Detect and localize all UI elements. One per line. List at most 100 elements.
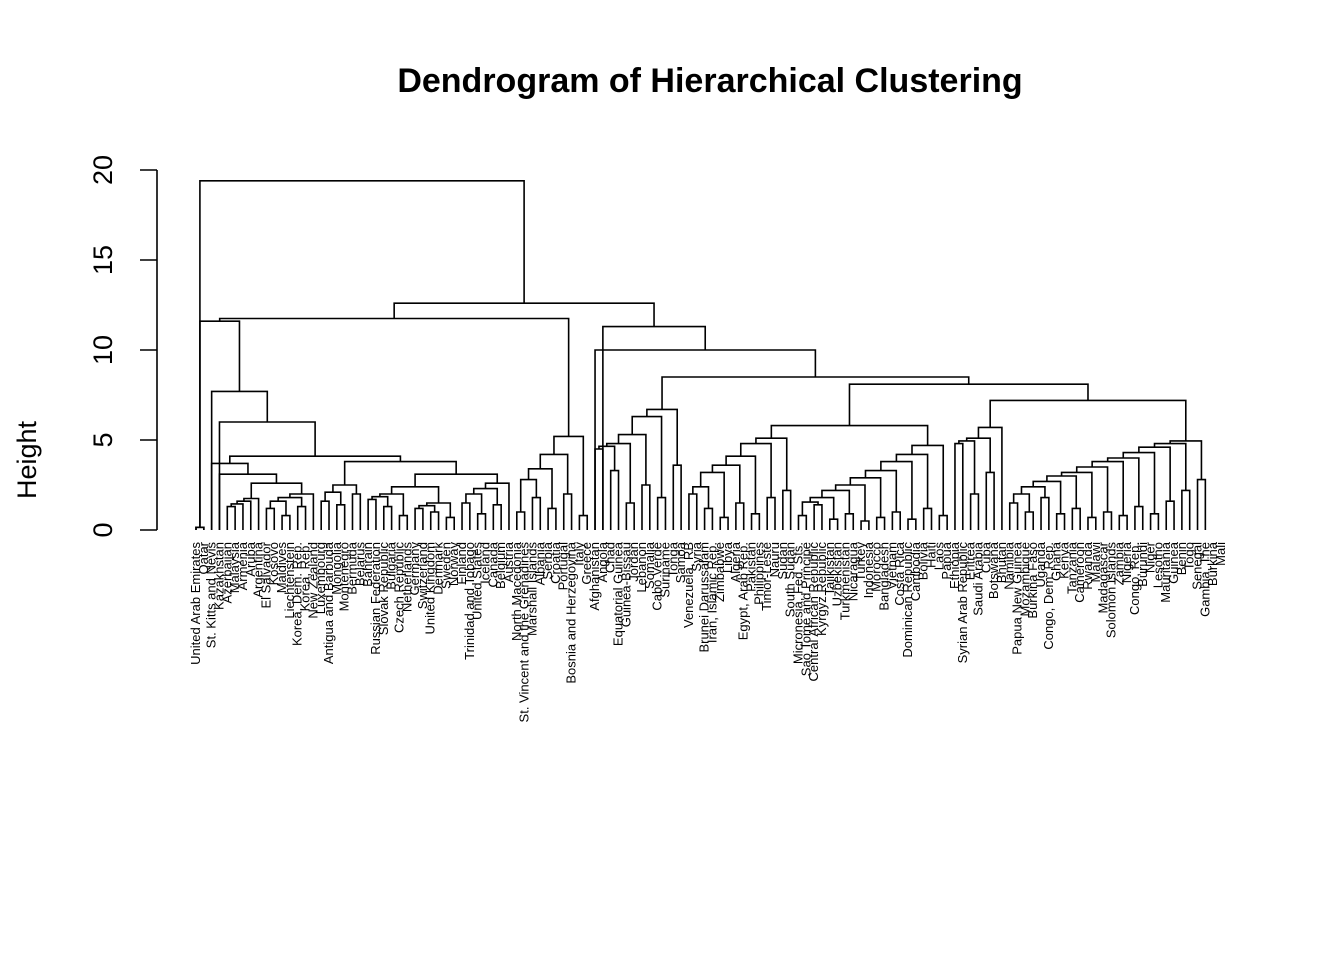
leaf-label: Uganda [1033,541,1048,587]
y-tick-label: 20 [88,155,118,185]
leaf-label: Tonga [665,541,680,577]
dendrogram-link [519,478,538,512]
leaf-label: Maldives [274,542,289,594]
dendrogram-link [692,486,710,509]
leaf-label: Saudi Arabia [970,541,985,615]
dendrogram-link [226,505,236,530]
dendrogram-link [324,491,342,505]
leaf-label: Equatorial Guinea [611,541,626,646]
leaf-label: Benin [1174,542,1189,575]
leaf-label: Bermuda [344,541,359,595]
leaf-label: Guinea [1166,541,1181,584]
leaf-label: Austria [501,541,516,582]
leaf-label: Syrian Arab Republic [955,542,970,664]
dendrogram-link [236,500,252,530]
dendrogram-link [848,383,1089,426]
leaf-label: Papua [939,541,954,579]
leaf-label: Libya [720,541,735,573]
leaf-label: Azerbaijan [219,542,234,603]
dendrogram-link [265,507,276,530]
leaf-label: Togo [1182,542,1197,570]
dendrogram-link [429,511,440,530]
dendrogram-link [609,469,620,530]
leaf-label: Algeria [728,541,743,582]
dendrogram-link [782,489,792,530]
dendrogram-link [770,424,929,446]
dendrogram-link [351,493,362,530]
leaf-label: Liechtenstein [282,542,297,619]
dendrogram-link [465,493,483,514]
dendrogram-link [281,514,291,530]
dendrogram-link [711,464,741,503]
dendrogram-link [578,514,589,530]
leaf-label: El Salvador [258,541,273,608]
dendrogram-link [844,513,855,530]
dendrogram-link [661,376,970,410]
dendrogram-link [1071,507,1081,530]
dendrogram-link [907,518,917,530]
leaf-label: St. Kitts and Nevis [204,542,219,649]
leaf-label: Antigua and Barbuda [321,541,336,664]
leaf-label: Serbia [540,541,555,579]
leaf-label: Mongolia [329,541,344,595]
leaf-label: Aruba [243,541,258,576]
dendrogram-link [1040,496,1050,530]
dendrogram-link [954,442,964,530]
dendrogram-link [492,504,502,530]
dendrogram-link [398,514,409,530]
dendrogram-link [539,453,569,494]
leaf-label: New Zealand [305,542,320,619]
leaf-label: Tanzania [1064,541,1079,594]
leaf-label: Kenya [1057,541,1072,579]
leaf-label: Uzbekistan [830,542,845,606]
leaf-label: Korea, Rep. [298,542,313,611]
leaf-label: Nauru [767,542,782,577]
leaf-label: Ghana [1049,541,1064,581]
dendrogram-link [1020,486,1046,498]
leaf-label: Mauritania [1158,541,1173,602]
leaf-label: Norway [446,542,461,587]
leaf-label: Turkey [853,542,868,582]
dendrogram-link [641,484,651,530]
dendrogram-link [472,487,499,505]
leaf-label: Lesotho [1150,542,1165,588]
leaf-label: Iran, Islamic Rep. [704,542,719,643]
leaf-label: Switzerland [415,542,430,609]
leaf-label: Italy [571,542,586,566]
leaf-label: Marshall Islands [524,542,539,636]
dendrogram-link [250,482,303,499]
dendrogram-link [797,514,808,530]
dendrogram-link [296,505,307,530]
leaf-label: Papua New Guinea [1010,541,1025,655]
dendrogram-link [199,180,525,528]
leaf-label: Syria [689,541,704,571]
dendrogram-link [735,502,745,530]
leaf-label: Nigeria [1119,541,1134,583]
leaf-label: Tajikistan [822,542,837,595]
leaf-label: United Arab Emirates [188,542,203,665]
leaf-label: Timor-Leste [759,542,774,611]
dendrogram-links [195,180,1207,530]
leaf-label: Czech Republic [391,542,406,634]
leaf-label: Kazakhstan [211,542,226,610]
leaf-label: Turkmenistan [837,542,852,620]
dendrogram-link [688,493,698,530]
leaf-label: Botswana [986,541,1001,599]
dendrogram-link [598,445,616,471]
dendrogram-link [938,514,948,530]
leaf-label: Russian Federation [368,542,383,655]
leaf-label: North Macedonia [509,541,524,641]
leaf-label: Brunei Darussalam [697,542,712,653]
leaf-label: Sweden [438,542,453,589]
leaf-label: Laos [931,542,946,571]
dendrogram-link [277,496,303,507]
leaf-label: Cameroon [1072,542,1087,603]
leaf-label: United Kingdom [423,542,438,635]
dendrogram-link [195,526,205,530]
dendrogram-link [860,520,870,530]
leaf-label: United States [470,542,485,621]
dendrogram-link [1118,514,1128,530]
dendrogram-link [218,317,570,437]
leaf-label: South Sudan [783,542,798,617]
